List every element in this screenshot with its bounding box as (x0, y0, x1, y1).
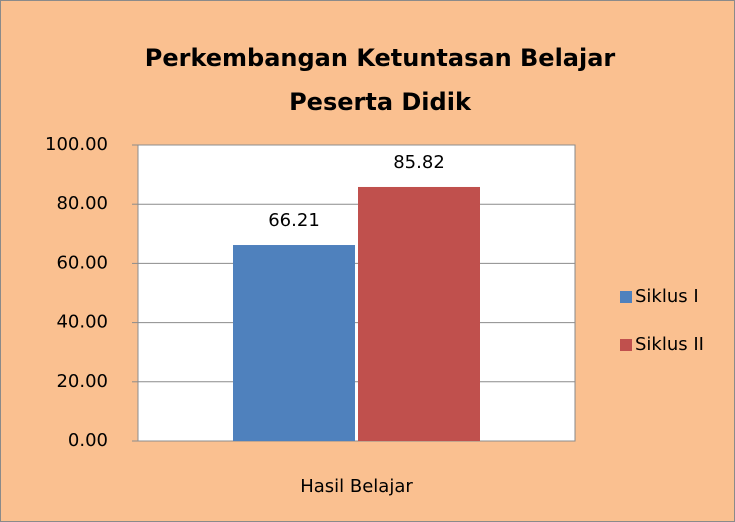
y-tick-label: 20.00 (56, 371, 108, 392)
y-tick-label: 0.00 (68, 430, 108, 451)
y-tick-label: 80.00 (56, 193, 108, 214)
data-label: 66.21 (268, 210, 320, 231)
x-tick-label: Hasil Belajar (300, 476, 413, 497)
y-tick-label: 60.00 (56, 252, 108, 273)
y-tick-label: 100.00 (45, 134, 108, 155)
legend-swatch (620, 339, 632, 351)
legend-swatch (620, 291, 632, 303)
bar (233, 245, 355, 441)
legend-label: Siklus II (635, 334, 704, 355)
data-label: 85.82 (393, 152, 445, 173)
legend-label: Siklus I (635, 286, 699, 307)
y-tick-label: 40.00 (56, 312, 108, 333)
chart-title: Perkembangan Ketuntasan Belajar Peserta … (144, 44, 616, 116)
plot-area (137, 144, 576, 442)
bar (358, 186, 480, 441)
